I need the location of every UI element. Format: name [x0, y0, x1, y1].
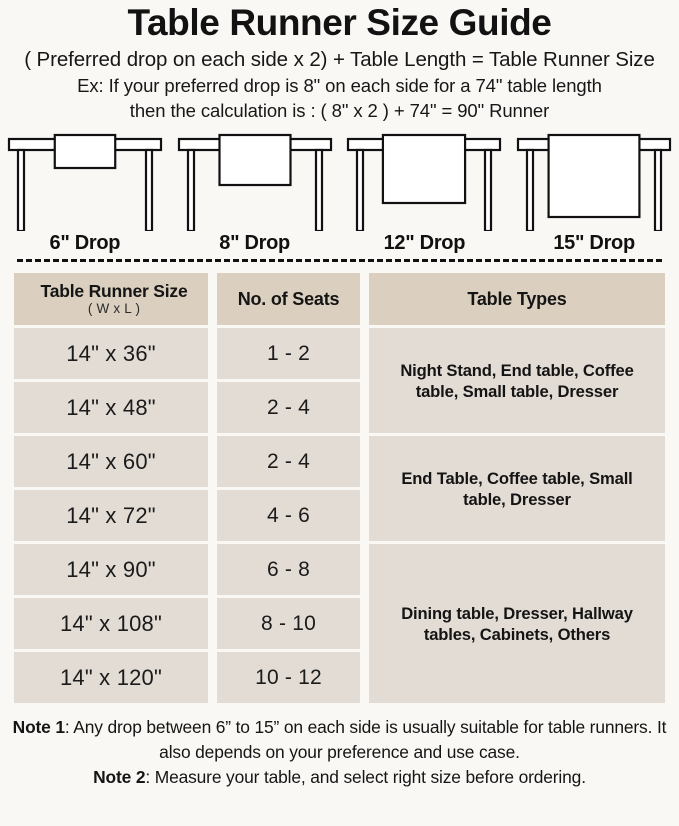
- seats-cell: 10 - 12: [217, 652, 360, 703]
- runner-size-cell: 14" x 60": [14, 436, 208, 487]
- header-seats: No. of Seats: [217, 273, 360, 325]
- runner-size-cell: 14" x 120": [14, 652, 208, 703]
- note-label: Note 1: [12, 717, 65, 737]
- example-line-1: Ex: If your preferred drop is 8" on each…: [77, 75, 602, 96]
- seats-cell: 6 - 8: [217, 544, 360, 595]
- runner-size-cell: 14" x 90": [14, 544, 208, 595]
- seats-cell: 2 - 4: [217, 436, 360, 487]
- header-runner-size: Table Runner Size ( W x L ): [14, 273, 208, 325]
- seats-cell: 4 - 6: [217, 490, 360, 541]
- table-drop-illustration: [177, 133, 332, 231]
- diagram-cell-8in: 8" Drop: [170, 131, 340, 255]
- drop-label: 8" Drop: [219, 232, 290, 254]
- runner-size-cell: 14" x 48": [14, 382, 208, 433]
- notes-section: Note 1: Any drop between 6” to 15” on ea…: [7, 715, 672, 790]
- page-title: Table Runner Size Guide: [127, 2, 552, 43]
- drop-label: 6" Drop: [49, 232, 121, 254]
- table-types-cell: Dining table, Dresser, Hallway tables, C…: [369, 544, 665, 703]
- note-line: Note 2: Measure your table, and select r…: [93, 767, 586, 787]
- table-drop-illustration: [7, 133, 162, 231]
- formula-line: ( Preferred drop on each side x 2) + Tab…: [24, 48, 655, 71]
- column-runner-sizes: Table Runner Size ( W x L ) 14" x 36" 14"…: [14, 273, 208, 703]
- runner-size-cell: 14" x 36": [14, 328, 208, 379]
- header-runner-size-main: Table Runner Size: [40, 281, 188, 301]
- table-drop-illustration: [347, 133, 502, 231]
- note-label: Note 2: [93, 767, 146, 787]
- drop-label: 15" Drop: [553, 232, 635, 254]
- table-types-cell: Night Stand, End table, Coffee table, Sm…: [369, 328, 665, 433]
- header-table-types: Table Types: [369, 273, 665, 325]
- table-drop-illustration: [517, 133, 672, 231]
- size-table: Table Runner Size ( W x L ) 14" x 36" 14"…: [14, 273, 665, 703]
- example-line-2: then the calculation is : ( 8" x 2 ) + 7…: [129, 100, 550, 121]
- seats-cell: 8 - 10: [217, 598, 360, 649]
- runner-size-cell: 14" x 72": [14, 490, 208, 541]
- seats-cell: 1 - 2: [217, 328, 360, 379]
- table-types-cell: End Table, Coffee table, Small table, Dr…: [369, 436, 665, 541]
- column-table-types: Table Types Night Stand, End table, Coff…: [369, 273, 665, 703]
- runner-size-cell: 14" x 108": [14, 598, 208, 649]
- diagram-cell-15in: 15" Drop: [509, 131, 679, 255]
- drop-diagrams: 6" Drop 8" Drop 12" Drop 15" Drop: [0, 131, 679, 255]
- page-header: Table Runner Size Guide ( Preferred drop…: [0, 0, 679, 123]
- note-line: Note 1: Any drop between 6” to 15” on ea…: [12, 717, 667, 762]
- seats-cell: 2 - 4: [217, 382, 360, 433]
- diagram-cell-6in: 6" Drop: [0, 131, 170, 255]
- header-runner-size-sub: ( W x L ): [87, 301, 141, 316]
- diagram-cell-12in: 12" Drop: [340, 131, 510, 255]
- drop-label: 12" Drop: [383, 232, 466, 254]
- dashed-divider: [17, 259, 662, 262]
